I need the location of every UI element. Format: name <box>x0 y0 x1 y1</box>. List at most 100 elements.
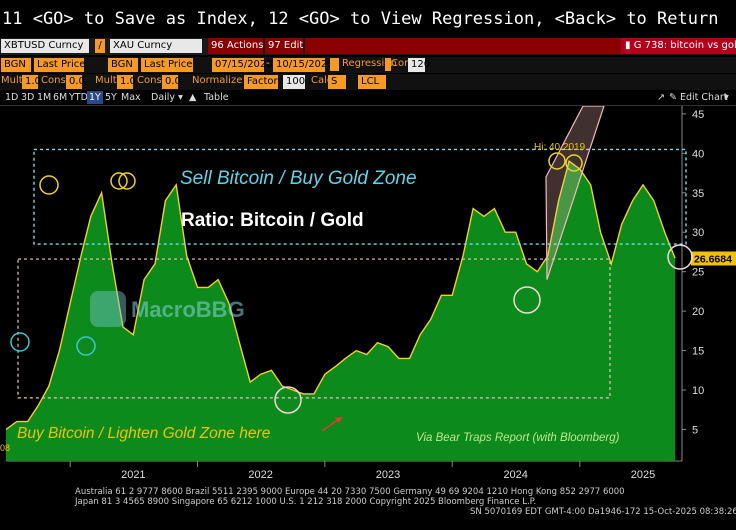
range-tab-3d[interactable]: 3D <box>21 92 35 103</box>
x-tick-label: 2024 <box>503 469 527 481</box>
corr-label: Corr <box>391 58 413 69</box>
footer: Australia 61 2 9777 8600 Brazil 5511 239… <box>0 486 736 530</box>
corr-checkbox[interactable] <box>385 58 391 71</box>
actions-label: 96 Actions <box>211 40 264 51</box>
start-date-field[interactable]: 07/15/2020 <box>212 58 273 72</box>
range-tab-ytd[interactable]: YTD <box>69 92 88 103</box>
params-row-1: BGN Last Price BGN Last Price 07/15/2020… <box>0 57 736 73</box>
lcl-select[interactable]: LCL <box>358 75 386 89</box>
footer-line-3: SN 5070169 EDT GMT-4:00 Da1946-172 15-Oc… <box>470 507 736 517</box>
mult1-label: Mult <box>1 75 23 86</box>
bottom-circle <box>274 386 302 414</box>
trend-wedge <box>545 106 605 280</box>
watermark: MacroBBG <box>90 291 245 327</box>
ratio-area <box>6 161 676 461</box>
ticker2-field[interactable]: XAU Curncy <box>110 39 202 53</box>
y-tick-label: 20 <box>692 306 704 318</box>
buy-zone-rect <box>17 258 611 399</box>
settings-icon[interactable]: ✎ <box>669 92 677 103</box>
pin-icon: ▮ <box>625 40 634 51</box>
peak-circle <box>548 152 566 170</box>
params-row-2: Mult 1.0 Const 0.0 Mult 1.0 Const 0.0 No… <box>0 74 736 90</box>
range-tab-1d[interactable]: 1D <box>5 92 19 103</box>
y-tick-label: 5 <box>692 424 698 436</box>
range-tab-5y[interactable]: 5Y <box>105 92 117 103</box>
arrow-head <box>335 417 342 423</box>
range-tab-6m[interactable]: 6M <box>53 92 68 103</box>
chart-style-icon[interactable]: ▲ <box>189 92 197 103</box>
regression-label: Regression <box>342 58 397 69</box>
end-date-field[interactable]: 10/15/2025 <box>273 58 334 72</box>
annotations: Sell Bitcoin / Buy Gold Zone Ratio: Bitco… <box>0 142 736 453</box>
actions-menu[interactable]: 96 Actions ▾ <box>208 38 269 54</box>
mult1-field[interactable]: 1.0 <box>22 75 41 89</box>
regression-checkbox[interactable] <box>330 58 339 71</box>
const2-label: Const <box>137 75 166 86</box>
last-price2-field[interactable]: Last Price <box>141 58 193 72</box>
command-line: 11 <GO> to Save as Index, 12 <GO> to Vie… <box>0 0 736 38</box>
range-tab-1y[interactable]: 1Y <box>87 91 103 104</box>
date-separator: - <box>266 58 270 69</box>
corr-value-field[interactable]: 120 <box>408 58 430 72</box>
calc-label: Calc <box>311 75 333 86</box>
watermark-text: MacroBBG <box>131 297 245 322</box>
divide-operator[interactable]: / <box>95 39 105 53</box>
y-tick-label: 35 <box>692 188 704 200</box>
area-series <box>5 160 676 461</box>
y-tick-label: 30 <box>692 227 704 239</box>
mult2-field[interactable]: 1.0 <box>117 75 136 89</box>
table-button[interactable]: Table <box>204 92 229 103</box>
edit-chart-button[interactable]: Edit Chart <box>680 92 728 103</box>
sell-zone-label: Sell Bitcoin / Buy Gold Zone <box>180 168 417 189</box>
sell-zone-rect <box>33 148 687 245</box>
watermark-logo <box>90 291 126 327</box>
edit-label: 97 Edit <box>268 40 304 51</box>
trough-circle <box>10 332 30 352</box>
const1-field[interactable]: 0.0 <box>66 75 85 89</box>
const2-field[interactable]: 0.0 <box>162 75 181 89</box>
toolbar-spacer <box>305 38 621 54</box>
peak-circle <box>110 172 128 190</box>
current-circle <box>667 244 693 270</box>
normalize-value-field[interactable]: 100.0 <box>283 75 315 89</box>
calc-select[interactable]: S <box>328 75 346 89</box>
footer-line-2: Japan 81 3 4565 8900 Singapore 65 6212 1… <box>75 497 537 507</box>
y-tick-label: 40 <box>692 148 704 160</box>
x-tick-label: 2023 <box>376 469 400 481</box>
period-select[interactable]: Daily ▾ <box>151 92 183 103</box>
buy-zone-label: Buy Bitcoin / Lighten Gold Zone here <box>17 425 271 442</box>
ticker1-field[interactable]: XBTUSD Curncy <box>1 39 89 53</box>
window-title: ▮ G 738: bitcoin vs gold <box>621 38 736 54</box>
bgn2-field[interactable]: BGN <box>108 58 138 72</box>
footer-line-1: Australia 61 2 9777 8600 Brazil 5511 239… <box>75 487 625 497</box>
pullback-circle <box>513 286 541 314</box>
ratio-title: Ratio: Bitcoin / Gold <box>181 210 364 231</box>
left-value-label: 08 <box>0 443 10 453</box>
const1-label: Const <box>41 75 70 86</box>
range-toolbar: 1D 3D 1M 6M YTD 1Y 5Y Max Daily ▾ ▲ Table ↗ ✎ E… <box>0 91 736 106</box>
dropdown-icon[interactable]: ▾ <box>724 92 729 103</box>
collapse-icon[interactable]: ↗ <box>657 92 665 103</box>
y-tick-label: 15 <box>692 346 704 358</box>
y-tick-label: 45 <box>692 109 704 121</box>
peak-circle <box>565 154 583 172</box>
edit-menu[interactable]: 97 Edit ▾ <box>265 38 309 54</box>
source-label: Via Bear Traps Report (with Bloomberg) <box>416 432 620 444</box>
zones <box>17 106 687 399</box>
last-price1-field[interactable]: Last Price <box>34 58 85 72</box>
trough-circle <box>76 336 96 356</box>
last-price-tag <box>691 251 736 266</box>
range-tab-max[interactable]: Max <box>121 92 141 103</box>
normalize-label: Normalize by <box>192 75 258 86</box>
range-tab-1m[interactable]: 1M <box>37 92 52 103</box>
normalize-select[interactable]: Factor <box>244 75 278 89</box>
last-price-value: 26.6684 <box>694 254 732 266</box>
peak-circle <box>39 175 59 195</box>
bgn1-field[interactable]: BGN <box>1 58 31 72</box>
ratio-line <box>5 160 676 430</box>
y-tick-label: 10 <box>692 385 704 397</box>
x-tick-label: 2025 <box>631 469 655 481</box>
y-tick-label: 25 <box>692 267 704 279</box>
mult2-label: Mult <box>95 75 117 86</box>
